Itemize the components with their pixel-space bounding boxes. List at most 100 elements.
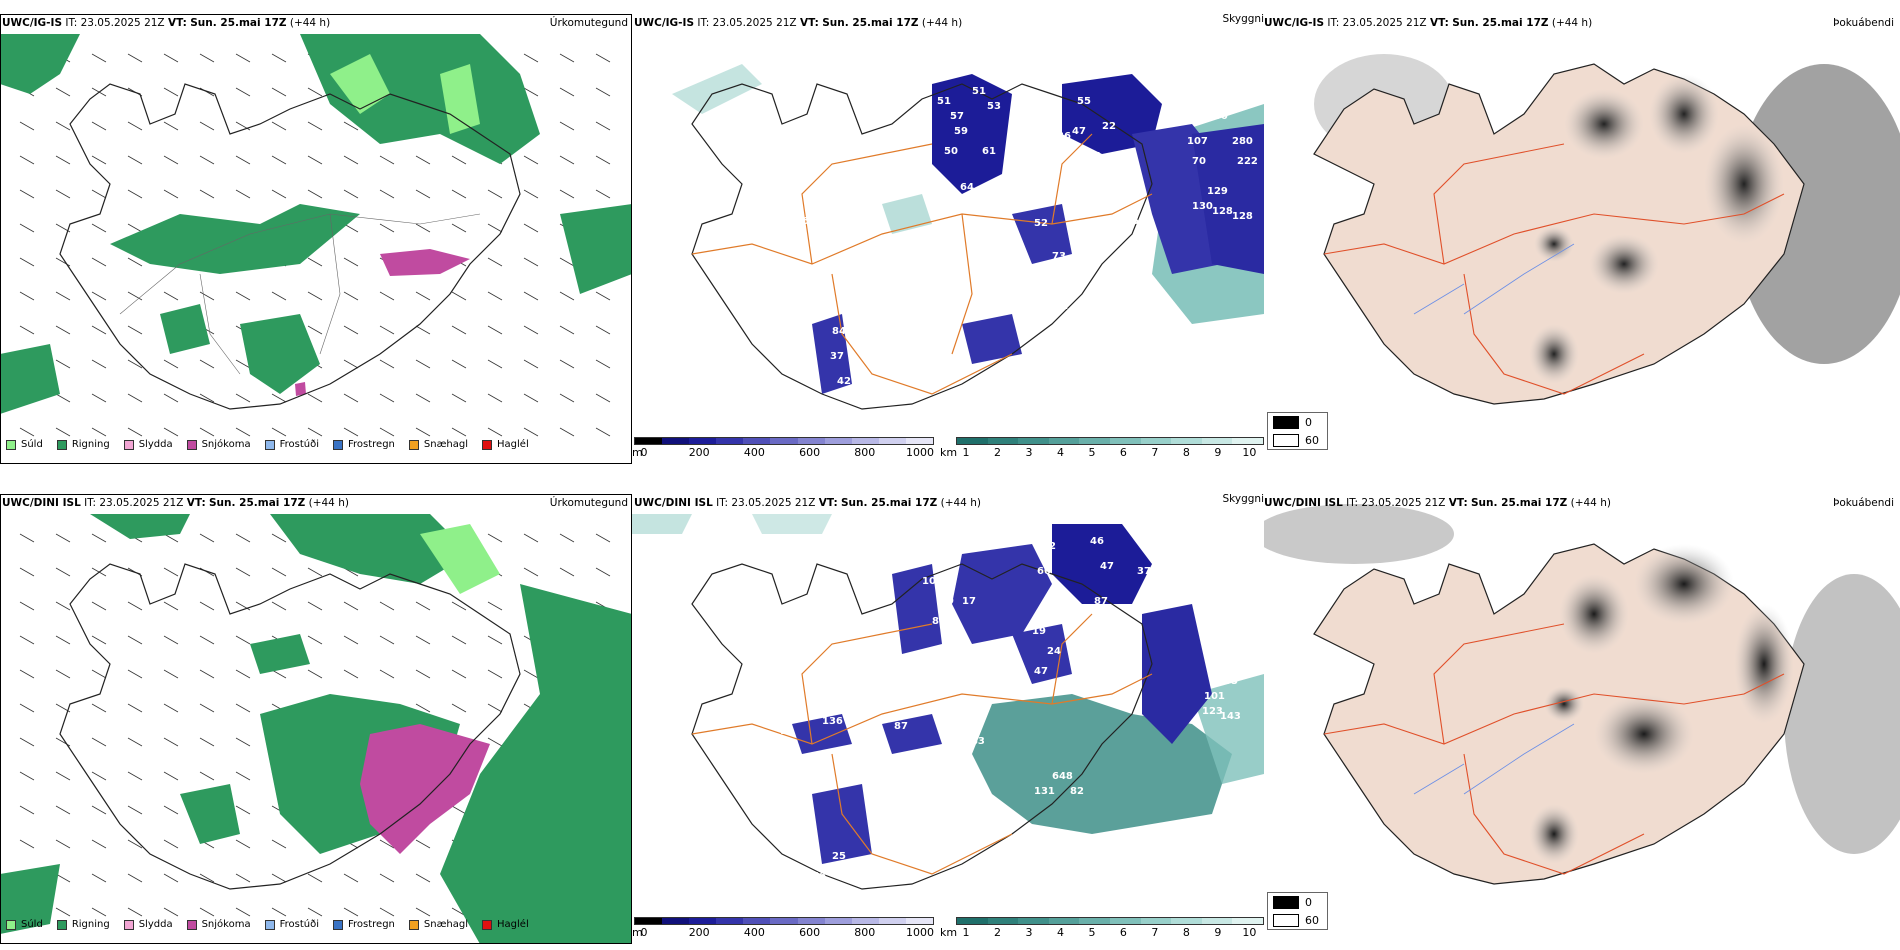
wind-barb [91, 291, 107, 301]
wind-barb [487, 635, 503, 645]
legend-swatch [264, 439, 275, 450]
wind-barb [559, 121, 575, 131]
cloud-base-value: 46 [1212, 641, 1226, 652]
legend-swatch [123, 919, 134, 930]
wind-barb [523, 359, 539, 369]
colorbar-block [905, 918, 934, 924]
cloud-base-value: 52 [1042, 541, 1056, 552]
wind-barb [487, 427, 503, 437]
wind-barb [127, 805, 143, 815]
cloud-base-value: 131 [1034, 786, 1055, 797]
wind-barb [19, 635, 35, 645]
wind-barb [55, 325, 71, 335]
colorbar-tick-label: 6 [1119, 446, 1127, 459]
wind-barb [307, 325, 323, 335]
precip-map-svg [0, 34, 632, 437]
wind-barb [343, 291, 359, 301]
cloud-base-value: 50 [1202, 606, 1216, 617]
precip-type-map-row1: UWC/IG-IS IT: 23.05.2025 21Z VT: Sun. 25… [0, 14, 632, 464]
wind-barb [235, 805, 251, 815]
fog-index-map-row1: UWC/IG-IS IT: 23.05.2025 21Z VT: Sun. 25… [1264, 14, 1900, 464]
legend-item: Frostregn [333, 439, 395, 450]
wind-barb [91, 635, 107, 645]
wind-barb [91, 223, 107, 233]
cloud-base-value: 51 [972, 86, 986, 97]
lead-time: (+44 h) [308, 497, 349, 509]
legend-label: Súld [21, 439, 43, 450]
colorbar-block [1140, 918, 1172, 924]
legend-item: Haglél [482, 439, 529, 450]
wind-barb [595, 567, 611, 577]
legend-swatch [482, 919, 493, 930]
wind-barb [163, 189, 179, 199]
colorbar-block [689, 918, 717, 924]
wind-barb [451, 325, 467, 335]
wind-barb [307, 601, 323, 611]
wind-barb [523, 533, 539, 543]
cloud-base-value: 56 [837, 866, 851, 877]
road-lines [119, 213, 481, 375]
it-label: IT: [697, 17, 710, 29]
fog-legend-row: 0 [1268, 893, 1327, 911]
wind-barb [199, 533, 215, 543]
wind-barb [271, 189, 287, 199]
it-label: IT: [65, 17, 78, 29]
wind-barb [55, 805, 71, 815]
wind-barb [271, 873, 287, 883]
legend-label: Snjókoma [201, 919, 251, 930]
wind-barb [19, 567, 35, 577]
wind-barb [235, 427, 251, 437]
wind-barb [199, 53, 215, 63]
wind-barb [307, 87, 323, 97]
cloud-base-value: 21 [1054, 301, 1068, 312]
wind-barb [595, 393, 611, 403]
wind-barb [91, 53, 107, 63]
it-label: IT: [716, 497, 729, 509]
wind-barb [199, 601, 215, 611]
wind-barb [19, 291, 35, 301]
cloud-base-value: 59 [954, 126, 968, 137]
colorbar-block [1079, 438, 1110, 444]
wind-barb [415, 223, 431, 233]
vt-label: VT: [1448, 497, 1468, 509]
cloud-base-value: 222 [1237, 156, 1258, 167]
wind-barb [523, 325, 539, 335]
colorbar-block [957, 438, 988, 444]
wind-barb [595, 325, 611, 335]
wind-barb [127, 669, 143, 679]
wind-barb [343, 427, 359, 437]
cloud-base-value: 51 [937, 96, 951, 107]
wind-barb [307, 121, 323, 131]
colorbar-tick-label: 5 [1088, 446, 1096, 459]
wind-barb [307, 427, 323, 437]
colorbar-blocks [956, 917, 1264, 925]
wind-barb [163, 771, 179, 781]
cloud-base-value: 583 [964, 736, 985, 747]
cloud-base-value: 48 [1214, 661, 1228, 672]
fog-legend-row: 0 [1268, 413, 1327, 431]
wind-barb [271, 121, 287, 131]
cloud-base-value: 87 [1094, 596, 1108, 607]
wind-barb [271, 533, 287, 543]
colorbar-tick-label: 4 [1056, 446, 1064, 459]
cloud-base-value: 82 [1070, 786, 1084, 797]
wind-barb [487, 669, 503, 679]
wind-barb [307, 635, 323, 645]
colorbar-unit: m [632, 926, 643, 939]
colorbar-tick-label: 400 [743, 446, 765, 459]
wind-barb [487, 325, 503, 335]
wind-barb [343, 155, 359, 165]
panel-title: Skyggni [1222, 14, 1265, 25]
cloud-base-value: 350 [1207, 111, 1228, 122]
wind-barb [451, 601, 467, 611]
wind-barb [163, 669, 179, 679]
wind-barb [163, 805, 179, 815]
colorbar-block [1018, 438, 1049, 444]
cloud-base-value: 41 [1092, 171, 1106, 182]
wind-barb [55, 771, 71, 781]
wind-barb [127, 873, 143, 883]
wind-barb [235, 907, 251, 917]
wind-barb [451, 223, 467, 233]
legend-swatch [123, 439, 134, 450]
wind-barb [379, 601, 395, 611]
